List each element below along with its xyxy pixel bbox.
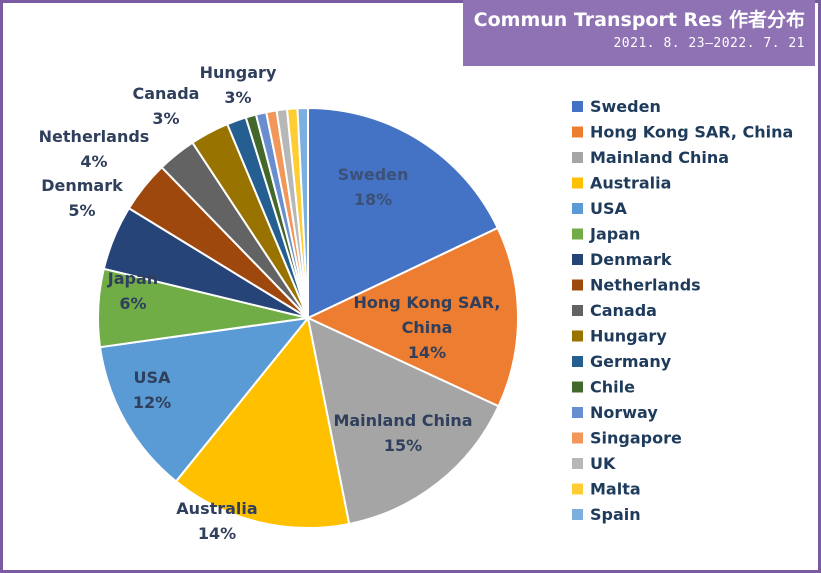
pie-slice-spain [296,106,309,319]
pie-slices [97,106,519,529]
slice-label-sweden: Sweden 18% [338,165,409,209]
legend-label: Denmark [590,250,672,269]
legend-swatch [572,356,583,367]
pie-slice-usa [98,316,311,483]
legend-swatch [572,101,583,112]
legend-label: Chile [590,378,635,397]
legend-swatch [572,177,583,189]
legend-label: Malta [590,480,641,499]
legend-swatch [572,228,583,240]
slice-label-australia: Australia 14% [176,499,257,543]
legend-swatch [572,305,583,316]
legend-swatch [572,432,583,444]
legend-swatch [572,126,583,138]
legend-label: Mainland China [590,148,729,167]
slice-label-hong-kong-sar-china: Hong Kong SAR, China 14% [354,293,501,362]
legend-label: Japan [589,225,640,244]
slice-label-hungary: Hungary 3% [200,63,277,107]
legend-swatch [572,483,583,495]
legend-swatch [572,203,583,214]
legend-swatch [572,152,583,163]
slice-label-canada: Canada 3% [133,84,200,128]
legend-label: USA [590,199,628,218]
legend-label: Australia [590,174,671,193]
legend-swatch [572,330,583,342]
slice-label-netherlands: Netherlands 4% [39,127,150,171]
legend-label: UK [590,454,616,473]
chart-title: Commun Transport Res 作者分布 [473,9,805,31]
slice-label-japan: Japan 6% [107,269,158,313]
pie-slice-hong-kong-sar-china [305,226,519,408]
legend-swatch [572,381,583,393]
slice-label-usa: USA 12% [133,368,171,412]
legend-swatch [572,279,583,291]
pie-slice-australia [174,315,351,529]
legend-swatch [572,254,583,265]
pie-slice-mainland-china [306,316,500,526]
legend-swatch [572,458,583,469]
legend-label: Spain [590,505,641,524]
legend-label: Sweden [590,97,661,116]
legend-label: Hong Kong SAR, China [590,123,793,142]
pie-slice-sweden [307,106,500,320]
legend-label: Canada [590,301,657,320]
slice-labels: Sweden 18% Hong Kong SAR, China 14% Mainland … [39,63,501,543]
slice-label-mainland-china: Mainland China 15% [333,411,472,455]
legend-swatch [572,509,583,520]
legend-swatch [572,407,583,418]
date-range: 2021. 8. 23–2022. 7. 21 [613,36,805,51]
slice-label-denmark: Denmark 5% [41,176,123,220]
title-box: Commun Transport Res 作者分布 2021. 8. 23–20… [463,0,815,66]
legend-label: Netherlands [590,276,701,295]
legend-label: Singapore [590,429,682,448]
legend-label: Germany [590,352,672,371]
legend-label: Hungary [590,327,667,346]
legend: Sweden Hong Kong SAR, China Mainland China… [572,97,793,524]
legend-label: Norway [590,403,658,422]
